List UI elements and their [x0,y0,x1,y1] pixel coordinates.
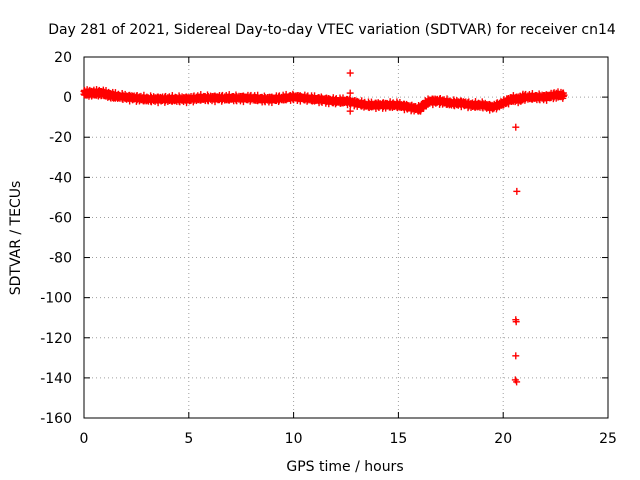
x-tick-label: 5 [184,431,193,447]
data-point [512,123,520,131]
data-points [80,69,568,386]
x-tick-labels: 0 5 10 15 20 25 [80,431,617,447]
y-tick-label: -120 [40,331,72,347]
x-axis-label: GPS time / hours [286,459,403,475]
y-tick-label: -140 [40,371,72,387]
y-tick-label: 0 [63,90,72,106]
y-tick-label: 20 [54,50,72,66]
data-point [346,107,354,115]
x-tick-label: 25 [599,431,617,447]
x-tick-label: 10 [285,431,303,447]
data-point [346,89,354,97]
y-tick-label: -40 [49,170,72,186]
plot-frame [83,56,609,419]
data-point [513,187,521,195]
data-point [512,352,520,360]
chart-title: Day 281 of 2021, Sidereal Day-to-day VTE… [48,22,616,38]
x-tick-label: 0 [80,431,89,447]
y-tick-label: -80 [49,251,72,267]
y-tick-label: -60 [49,210,72,226]
y-axis-label: SDTVAR / TECUs [8,181,24,296]
data-point [513,378,521,386]
x-tick-label: 20 [494,431,512,447]
data-point [346,69,354,77]
y-tick-labels: 20 0 -20 -40 -60 -80 -100 -120 -140 -160 [40,50,72,427]
data-point [560,91,568,99]
y-tick-label: -160 [40,411,72,427]
x-tick-label: 15 [389,431,407,447]
data-point [512,318,520,326]
grid-lines [84,57,608,418]
y-tick-label: -20 [49,130,72,146]
axis-ticks [83,56,609,419]
y-tick-label: -100 [40,291,72,307]
